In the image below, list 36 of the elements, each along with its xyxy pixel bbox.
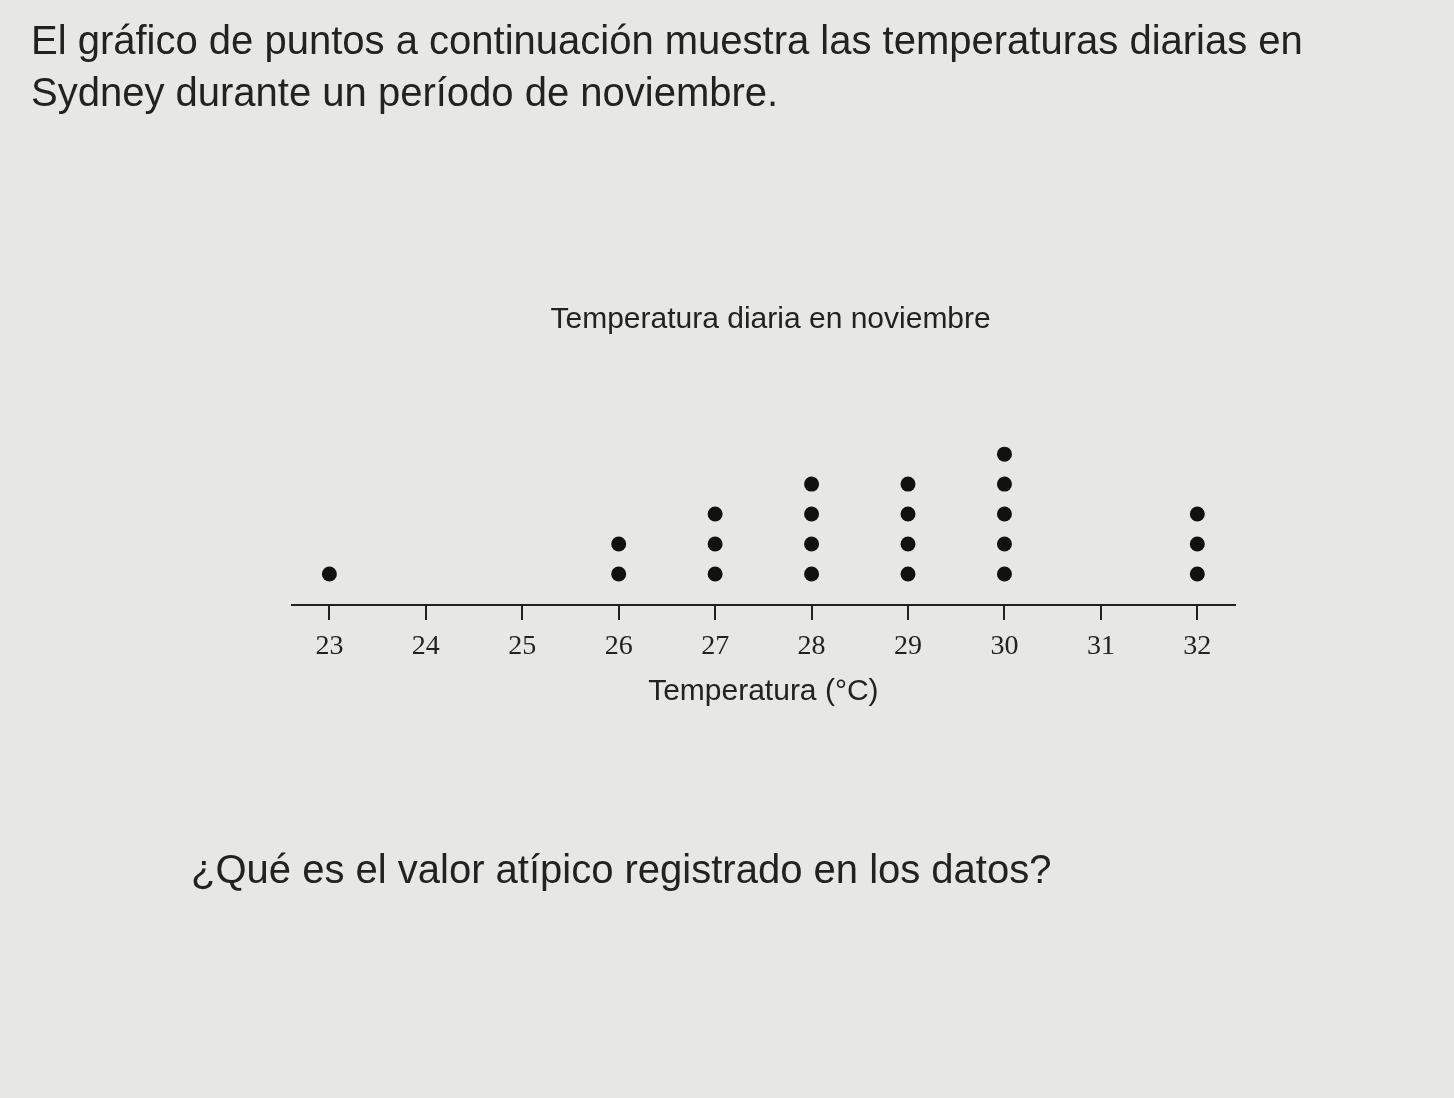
point (804, 566, 820, 582)
point (707, 536, 723, 552)
x-tick-label: 29 (894, 628, 923, 660)
point (804, 476, 820, 492)
point (900, 536, 916, 552)
point (996, 476, 1012, 492)
point (707, 566, 723, 582)
point (1189, 566, 1205, 582)
x-tick-label: 25 (508, 628, 537, 660)
chart-title: Temperatura diaria en noviembre (550, 301, 991, 335)
point (996, 536, 1012, 552)
point (804, 506, 820, 522)
x-tick-label: 28 (797, 628, 826, 660)
point (900, 566, 916, 582)
x-axis-title: Temperatura (°C) (648, 672, 879, 706)
text: El gráfico de puntos a continuación muestra las temperaturas diarias en Sydney durante un período de noviembre. (31, 18, 1303, 114)
x-tick-label: 30 (990, 628, 1019, 660)
x-tick-label: 31 (1086, 628, 1115, 660)
point (804, 536, 820, 552)
point (996, 446, 1012, 462)
point (900, 506, 916, 522)
x-tick-label: 32 (1183, 628, 1212, 660)
point (707, 506, 723, 522)
x-tick-label: 24 (411, 628, 440, 660)
text: ¿Qué es el valor atípico registrado en los datos? (191, 847, 1052, 891)
point (996, 566, 1012, 582)
x-tick-label: 27 (701, 628, 730, 660)
x-tick-label: 26 (604, 628, 633, 660)
point (611, 566, 627, 582)
point (1189, 536, 1205, 552)
point (611, 536, 627, 552)
point (900, 476, 916, 492)
point (996, 506, 1012, 522)
point (321, 566, 337, 582)
x-tick-label: 23 (315, 628, 344, 660)
point (1189, 506, 1205, 522)
